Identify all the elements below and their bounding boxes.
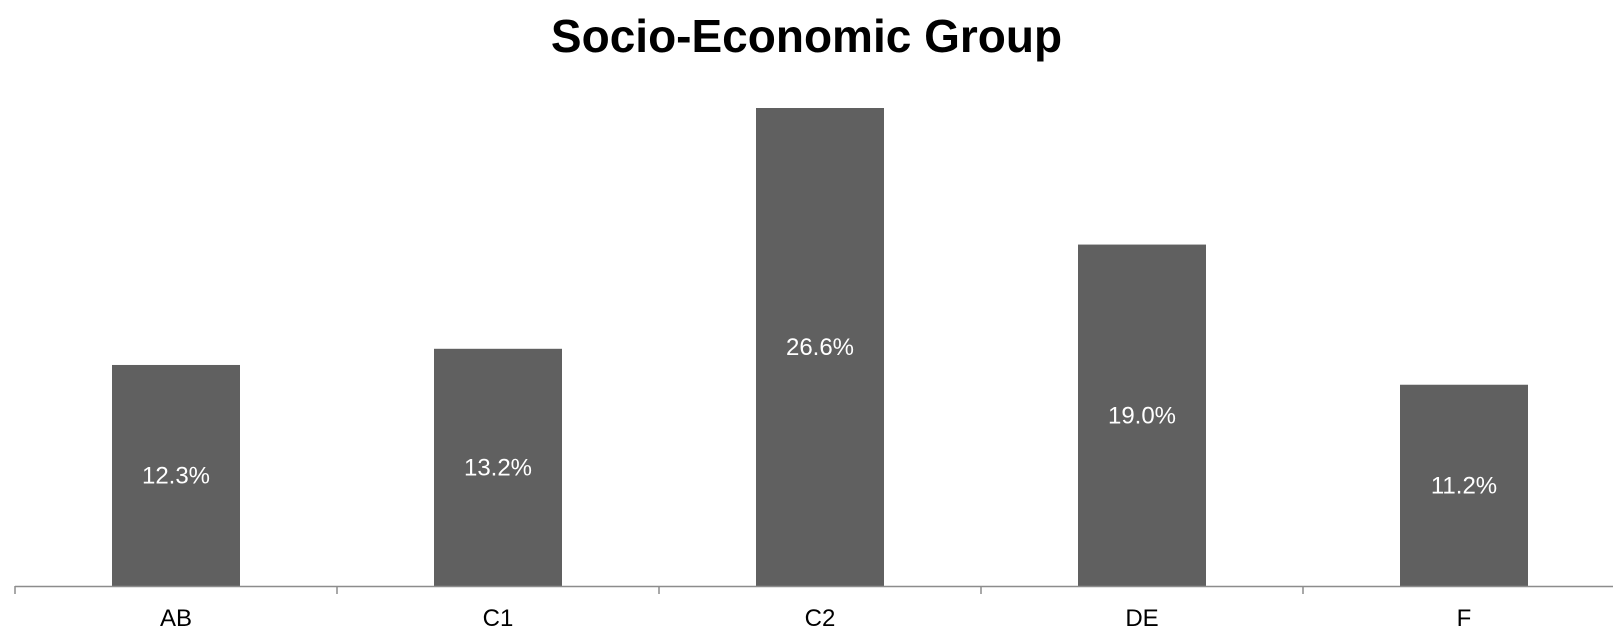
bar-c2 — [756, 108, 884, 586]
bar-f — [1400, 384, 1528, 586]
x-tick-label-de: DE — [1125, 605, 1158, 632]
bar-ab — [112, 364, 240, 586]
x-tick-label-ab: AB — [160, 605, 192, 632]
data-label-f: 11.2% — [1431, 472, 1497, 499]
bar-c1 — [434, 348, 562, 586]
x-tick-label-f: F — [1457, 605, 1472, 632]
data-label-c2: 26.6% — [786, 334, 854, 361]
labels-group: 12.3% AB 13.2% C1 26.6% C2 19.0% DE 11.2% F — [142, 334, 1497, 632]
data-label-c1: 13.2% — [464, 454, 532, 481]
x-axis — [14, 585, 1613, 594]
chart-title: Socio-Economic Group — [550, 10, 1063, 62]
bars-group — [112, 108, 1528, 587]
data-label-ab: 12.3% — [142, 462, 210, 489]
x-tick-label-c2: C2 — [805, 605, 836, 632]
x-tick-label-c1: C1 — [483, 605, 514, 632]
data-label-de: 19.0% — [1108, 402, 1176, 429]
bar-de — [1078, 244, 1206, 587]
